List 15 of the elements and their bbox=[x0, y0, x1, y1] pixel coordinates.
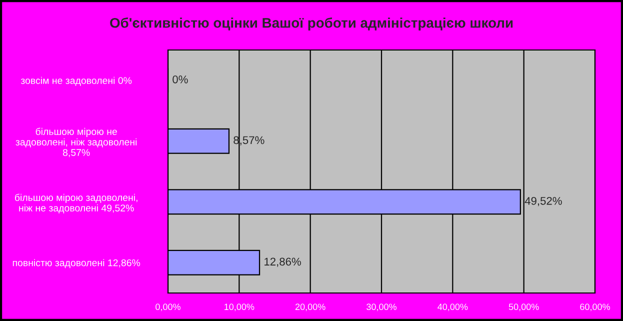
chart-title: Об'єктивністю оцінки Вашої роботи адміністрацією школи bbox=[110, 17, 513, 31]
x-tick-label: 0,00% bbox=[156, 304, 180, 312]
x-tick-label: 60,00% bbox=[580, 304, 610, 312]
x-tick-label: 40,00% bbox=[438, 304, 468, 312]
y-tick-label: зовсім не задоволені 0% bbox=[20, 76, 132, 86]
data-label: 49,52% bbox=[524, 196, 562, 206]
y-tick-label: більшою мірою задоволені, ніж не задоволені 49,52% bbox=[15, 194, 138, 214]
x-tick-label: 20,00% bbox=[295, 304, 326, 312]
y-tick-label: повністю задоволені 12,86% bbox=[12, 259, 140, 268]
x-tick-label: 10,00% bbox=[224, 304, 254, 312]
data-label: 12,86% bbox=[264, 258, 301, 267]
x-tick-label: 50,00% bbox=[508, 304, 539, 312]
y-tick-label: більшою мірою не задоволені, ніж задоволені 8,57% bbox=[16, 128, 137, 158]
x-tick-label: 30,00% bbox=[366, 304, 396, 312]
data-label: 0% bbox=[172, 75, 188, 84]
